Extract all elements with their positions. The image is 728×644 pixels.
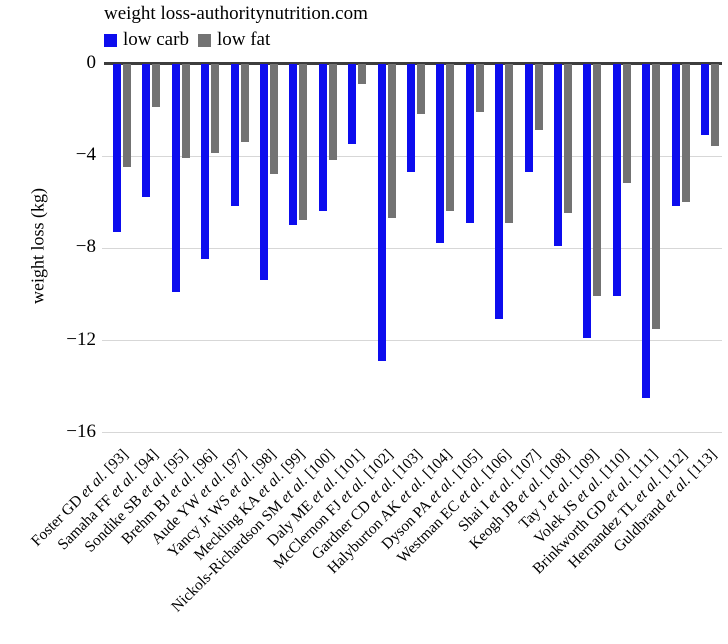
bar-low-carb [201, 64, 210, 260]
legend-label-low-fat: low fat [216, 29, 271, 50]
bar-low-fat [240, 64, 249, 142]
bar-low-carb [583, 64, 592, 338]
bar-low-carb [113, 64, 121, 232]
bar-low-carb [377, 64, 386, 361]
bar-low-carb [142, 64, 151, 198]
y-tick-label: −16 [66, 420, 96, 442]
bar-low-fat [711, 64, 719, 147]
bar-low-fat [652, 64, 661, 329]
gridline [102, 340, 722, 341]
bar-low-carb [465, 64, 474, 223]
bar-low-fat [564, 64, 572, 214]
bar-low-fat [505, 64, 514, 223]
y-tick-label: −4 [75, 144, 96, 166]
bar-low-fat [270, 64, 278, 175]
bar-low-carb [701, 64, 709, 135]
bar-low-fat [593, 64, 602, 297]
bar-low-fat [417, 64, 425, 115]
bar-low-fat [387, 64, 396, 218]
bar-low-carb [318, 64, 327, 212]
bar-low-carb [436, 64, 445, 244]
y-tick-label: −8 [75, 236, 96, 258]
bar-low-fat [123, 64, 131, 168]
y-tick-label: 0 [86, 52, 97, 73]
chart-title: weight loss-authoritynutrition.com [104, 3, 368, 24]
legend-label-low-carb: low carb [123, 29, 189, 50]
gridline [102, 248, 722, 249]
bar-low-fat [181, 64, 190, 158]
chart-legend: low carb low fat [104, 29, 279, 51]
bar-low-fat [299, 64, 308, 221]
bar-low-fat [358, 64, 367, 85]
bar-low-fat [681, 64, 690, 202]
legend-item-low-fat: low fat [197, 29, 271, 51]
bar-low-carb [407, 64, 415, 172]
bar-low-carb [524, 64, 533, 172]
bar-low-fat [328, 64, 337, 161]
bar-low-carb [642, 64, 651, 398]
bar-low-carb [289, 64, 298, 225]
bar-low-fat [475, 64, 484, 112]
bar-low-carb [260, 64, 268, 281]
bar-low-carb [230, 64, 239, 207]
bar-low-carb [171, 64, 180, 292]
bar-low-carb [348, 64, 357, 145]
bar-low-fat [622, 64, 631, 184]
bar-low-carb [554, 64, 562, 246]
bar-low-carb [671, 64, 680, 207]
bar-low-carb [612, 64, 621, 297]
bar-low-carb [495, 64, 504, 320]
low-fat-color-swatch [197, 33, 211, 47]
gridline [102, 432, 722, 433]
bar-low-fat [211, 64, 220, 154]
bar-low-fat [446, 64, 455, 212]
y-tick-label: −12 [66, 328, 96, 350]
bar-low-fat [534, 64, 543, 131]
legend-item-low-carb: low carb [104, 29, 189, 51]
bar-low-fat [152, 64, 161, 108]
low-carb-color-swatch [104, 33, 117, 47]
x-axis-zero-line [104, 62, 722, 65]
